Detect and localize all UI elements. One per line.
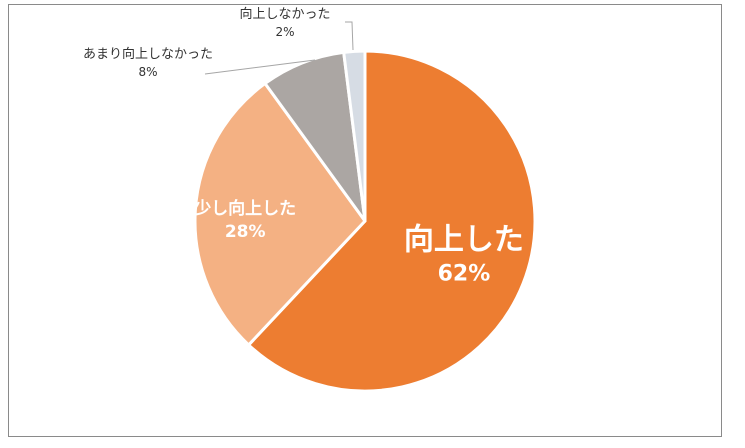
pie-slice bbox=[193, 81, 367, 347]
slice-value-label: 62% bbox=[438, 262, 491, 287]
slice-value-label: 2% bbox=[275, 25, 294, 39]
pie-slice bbox=[342, 49, 367, 223]
slice-value-label: 28% bbox=[225, 222, 266, 242]
slice-category-label: 向上した bbox=[404, 222, 524, 257]
slice-category-label: あまり向上しなかった bbox=[83, 46, 213, 62]
leader-line bbox=[345, 21, 354, 51]
slice-value-label: 8% bbox=[138, 65, 157, 79]
slice-category-label: 少し向上した bbox=[193, 198, 296, 219]
slice-category-label: 向上しなかった bbox=[239, 6, 330, 22]
leader-line bbox=[204, 59, 316, 75]
pie-slice bbox=[247, 49, 537, 393]
